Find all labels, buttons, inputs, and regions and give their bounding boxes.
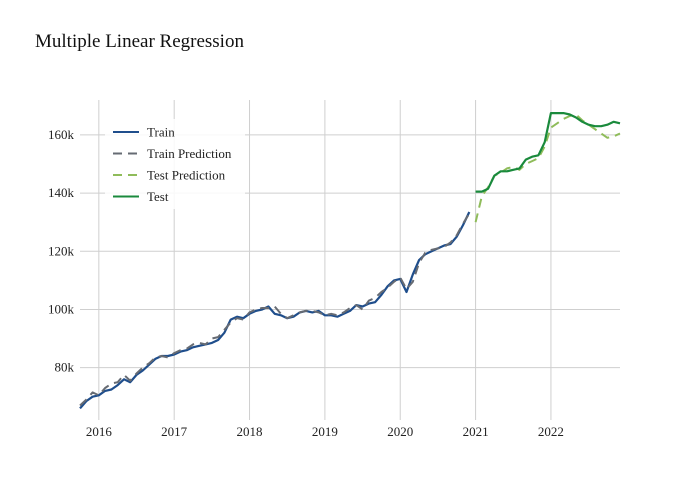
axis-tick-labels: 80k 100k 120k 140k 160k 2016 2017 2018 2019 2020 2… (48, 127, 564, 439)
legend-label: Test (147, 189, 169, 204)
legend-label: Test Prediction (147, 168, 226, 183)
legend: Train Train Prediction Test Prediction Test (105, 119, 245, 209)
legend-label: Train (147, 125, 175, 140)
x-tick-label: 2022 (538, 424, 564, 439)
series-line-train (79, 211, 471, 410)
legend-label: Train Prediction (147, 146, 232, 161)
y-tick-label: 100k (48, 301, 75, 316)
y-tick-label: 120k (48, 243, 75, 258)
series-line-train-prediction (79, 212, 471, 407)
y-tick-label: 80k (55, 360, 75, 375)
legend-box (105, 119, 245, 209)
series-line-test-prediction (474, 113, 621, 223)
x-tick-label: 2021 (463, 424, 489, 439)
y-tick-label: 140k (48, 185, 75, 200)
series-line-test (475, 111, 621, 193)
x-tick-label: 2016 (86, 424, 113, 439)
x-tick-label: 2019 (312, 424, 338, 439)
grid-lines (80, 100, 620, 420)
x-tick-label: 2020 (387, 424, 413, 439)
y-tick-label: 160k (48, 127, 75, 142)
chart-title: Multiple Linear Regression (35, 31, 244, 52)
series-lines (79, 111, 621, 410)
x-tick-label: 2018 (237, 424, 263, 439)
x-tick-label: 2017 (161, 424, 188, 439)
